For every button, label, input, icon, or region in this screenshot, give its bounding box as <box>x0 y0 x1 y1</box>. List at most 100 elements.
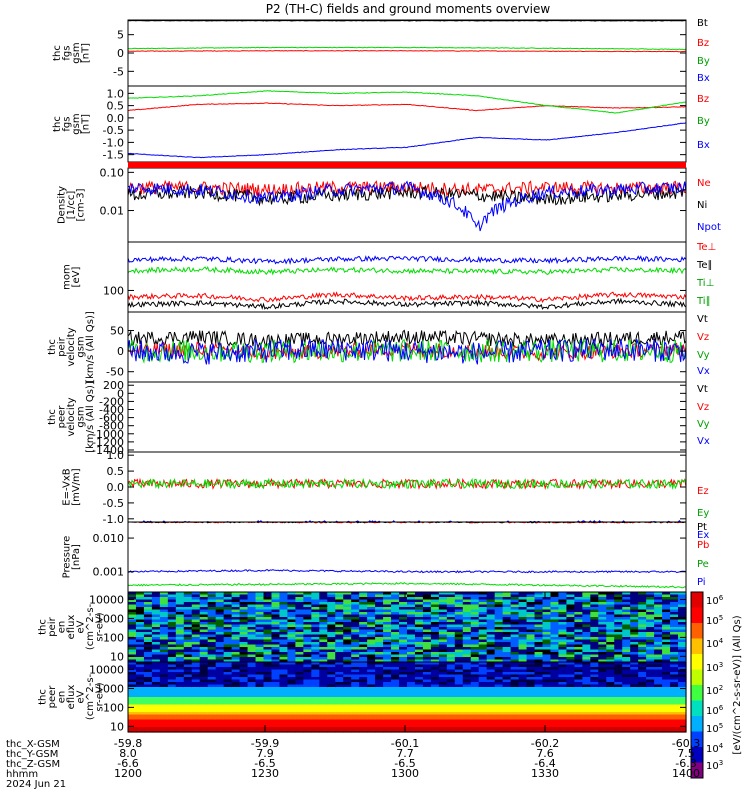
y-tick-label: -1400 <box>92 444 124 457</box>
y-tick-label: 50 <box>110 325 124 338</box>
y-axis-label: peer <box>57 405 68 429</box>
colorbar-tick-label: 106 <box>706 704 724 717</box>
figure-title: P2 (TH-C) fields and ground moments over… <box>266 2 551 16</box>
y-axis-label: peer <box>47 685 58 709</box>
x-tick-value: -6.4 <box>534 757 555 770</box>
y-axis-label: velocity <box>66 397 77 436</box>
y-tick-label: 200 <box>103 379 124 392</box>
y-axis-label: thc <box>52 116 63 132</box>
y-tick-label: 0.0 <box>107 481 125 494</box>
x-tick-value: -60.2 <box>531 737 559 750</box>
y-tick-label: 10 <box>110 650 124 663</box>
x-tick-value: -60.3 <box>672 737 700 750</box>
y-tick-label: -400 <box>99 404 124 417</box>
y-tick-label: 5 <box>117 29 124 42</box>
series-line-fgs_gsm-1 <box>127 49 687 53</box>
y-axis-label: peir <box>47 616 58 636</box>
colorbar-tick-label: 103 <box>706 661 723 674</box>
legend-label: Pt <box>697 522 707 533</box>
colorbar-tick-label: 104 <box>706 637 724 650</box>
y-axis-label: eflux <box>66 615 77 640</box>
colorbar-tick-label: 105 <box>706 722 723 735</box>
legend-label: Ni <box>697 200 707 211</box>
colorbar-segment <box>691 654 703 670</box>
panels: 50-5thcfgsgsm[nT]BtBzByBx1.00.50.0-0.5-1… <box>38 18 721 733</box>
legend-label: Ez <box>697 486 709 497</box>
x-tick-value: 1330 <box>531 767 559 780</box>
x-tick-value: 7.5 <box>677 747 695 760</box>
x-tick-value: 7.7 <box>396 747 414 760</box>
y-tick-label: -600 <box>99 412 124 425</box>
colorbar-tick-label: 105 <box>706 614 723 627</box>
colorbar-segment <box>691 685 703 701</box>
panel-e_field: 1.0 0.5 0.0 -0.5 -1.0 E=-VxB[mV/m] Ez Ey Ex <box>61 449 709 541</box>
colorbar-frame <box>690 591 704 779</box>
legend-label: By <box>697 116 710 127</box>
y-axis-label: Pressure <box>61 536 72 579</box>
legend-label: Ti∥ <box>696 296 711 307</box>
y-axis-label: en <box>57 691 68 704</box>
colorbar-segment <box>691 623 703 639</box>
y-axis-label: [km/s (All Qs)] <box>85 381 96 453</box>
panel-frame <box>127 661 687 733</box>
series-line-peir_velocity-1 <box>127 341 687 362</box>
legend-label: Bx <box>697 73 710 84</box>
legend-label: Vy <box>697 419 710 430</box>
y-axis-label: thc <box>38 689 49 705</box>
series-line-fgs_gsm_zoom-2 <box>127 122 687 159</box>
y-axis-label: gsm <box>76 406 87 427</box>
y-axis-label: [nPa] <box>71 544 82 570</box>
x-tick-value: -6.6 <box>117 757 138 770</box>
colorbar-tick-label: 106 <box>706 594 724 607</box>
panel-peir_spec: 10000 1000 100 10 thcpeirenefluxeV(cm^2-s-sr… <box>38 591 687 663</box>
colorbar-segment <box>691 762 703 779</box>
colorbar-segment <box>691 731 703 748</box>
y-axis-label: en <box>57 621 68 634</box>
legend-label: Pb <box>697 540 709 551</box>
legend-label: Vx <box>697 436 710 447</box>
y-tick-label: -200 <box>99 395 124 408</box>
legend-label: Vz <box>697 332 709 343</box>
y-tick-label: 0 <box>117 387 124 400</box>
y-tick-label: 1.0 <box>107 449 125 462</box>
series-line-e_field-1 <box>127 477 687 491</box>
y-axis-label: [nT] <box>80 43 91 63</box>
x-tick-value: 1300 <box>391 767 419 780</box>
y-tick-label: 1000 <box>96 612 124 625</box>
y-tick-label: -1200 <box>92 436 124 449</box>
x-axis-annotations: thc_X-GSM -59.8 -59.9 -60.1 -60.2 -60.3 thc_Y-… <box>6 592 700 790</box>
y-axis-label: eflux <box>66 685 77 710</box>
x-tick-value: -60.1 <box>391 737 419 750</box>
colorbar-segment <box>691 700 703 717</box>
y-axis-label: (cm^2-s- <box>85 603 96 650</box>
y-tick-label: 0.10 <box>100 166 125 179</box>
y-axis-label: thc <box>47 339 58 355</box>
series-line-peir_velocity-0 <box>127 329 687 349</box>
x-tick-value: 1230 <box>251 767 279 780</box>
colorbar-segment <box>691 607 703 624</box>
y-axis-label: [nT] <box>80 114 91 134</box>
y-tick-label: -1.0 <box>103 136 124 149</box>
colorbar-segment <box>691 592 703 608</box>
series-line-pressure-2 <box>127 581 687 589</box>
y-tick-label: 0.5 <box>107 100 125 113</box>
y-axis-label: sr-eV) <box>95 682 106 711</box>
legend-label: Bt <box>697 18 708 29</box>
legend-label: Te⊥ <box>696 242 716 253</box>
colorbar: 106 105 104 103 102 106 105 104 103 [eV/(cm^2-s-s… <box>690 591 743 779</box>
y-tick-label: 0.5 <box>107 465 125 478</box>
y-axis-label: fgs <box>61 46 72 61</box>
legend-label: Bz <box>697 94 709 105</box>
y-tick-label: -0.5 <box>103 497 124 510</box>
series-line-density-2 <box>127 180 687 232</box>
series-line-fgs_gsm-0 <box>127 19 687 22</box>
separator-bar <box>128 162 686 168</box>
series-line-fgs_gsm_zoom-1 <box>127 90 687 114</box>
y-axis-label: gsm <box>71 113 82 134</box>
legend-label: Bx <box>697 140 710 151</box>
x-tick-value: 8.0 <box>119 747 137 760</box>
y-axis-label: [km/s (All Qs)] <box>85 311 96 383</box>
spectrogram-cells <box>128 662 687 733</box>
